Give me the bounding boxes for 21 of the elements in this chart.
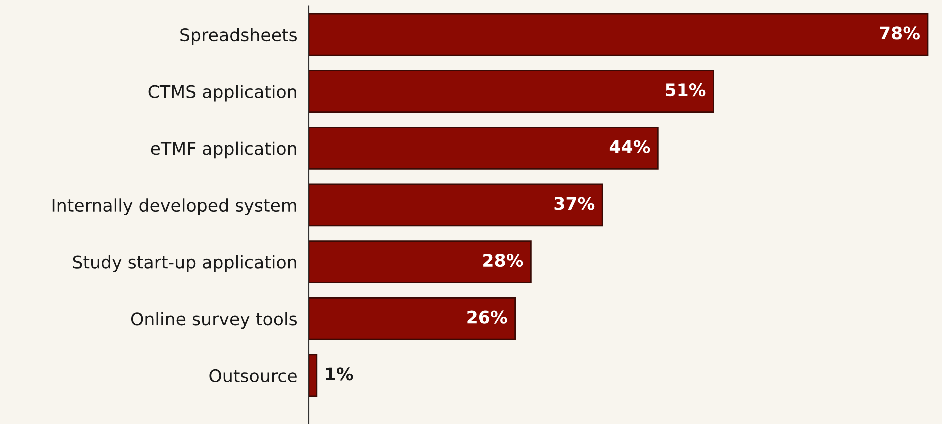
data-label: 51% [666, 84, 706, 97]
y-tick-label: Study start-up application [73, 255, 296, 272]
y-tick-label: CTMS application [148, 84, 296, 102]
data-label: 44% [610, 140, 650, 154]
bar [308, 297, 516, 340]
y-tick-label: Spreadsheets [180, 28, 298, 45]
data-label: 78% [880, 26, 920, 40]
data-label: 37% [554, 197, 595, 210]
bar [308, 240, 532, 284]
data-label: 1% [326, 368, 354, 381]
data-label: 26% [468, 310, 508, 324]
y-tick-label: Online survey tools [131, 312, 298, 330]
y-tick-label: eTMF application [151, 142, 296, 159]
bar [308, 184, 604, 227]
bar [308, 354, 318, 398]
bar [308, 13, 929, 56]
y-tick-label: Outsource [210, 369, 297, 383]
bar [308, 70, 714, 114]
data-label: 28% [484, 254, 524, 268]
y-tick-label: Internally developed system [52, 198, 296, 216]
bar [308, 126, 659, 170]
